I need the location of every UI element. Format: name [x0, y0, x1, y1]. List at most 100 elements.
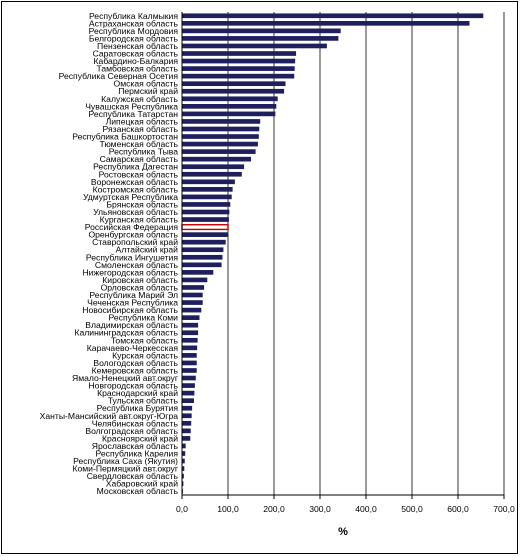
bar	[182, 194, 232, 200]
category-label: Волгоградская область	[85, 426, 178, 436]
category-label: Пермский край	[118, 86, 178, 96]
bar	[182, 428, 191, 434]
bar	[182, 66, 295, 71]
category-label: Кировская область	[102, 275, 178, 285]
x-ticks: 0,0 100,0 200,0 300,0 400,0 500,0 600,0 700,0	[176, 495, 515, 514]
bar	[182, 262, 222, 268]
category-label: Краснодарский край	[97, 388, 178, 398]
bar	[182, 383, 195, 388]
bar	[182, 149, 256, 154]
bar	[182, 187, 233, 192]
category-label: Самарская область	[100, 154, 179, 164]
bar	[182, 171, 242, 177]
bar	[182, 126, 260, 132]
bar	[182, 413, 192, 419]
category-label: Смоленская область	[95, 260, 179, 270]
bar	[182, 300, 203, 305]
bars	[181, 13, 484, 494]
category-label: Омская область	[114, 79, 179, 89]
bar	[182, 88, 285, 94]
bar	[182, 330, 199, 336]
bar	[182, 247, 224, 253]
bar	[182, 307, 202, 313]
category-label: Республика Коми	[109, 313, 179, 323]
category-label: Рязанская область	[103, 124, 179, 134]
category-label: Ростовская область	[99, 169, 179, 179]
bar	[182, 292, 203, 298]
bar	[182, 141, 258, 147]
category-label: Чувашская Республика	[85, 101, 178, 111]
category-label: Брянская область	[106, 199, 178, 209]
category-label: Томская область	[111, 335, 179, 345]
bar	[182, 285, 205, 290]
category-label: Новосибирская область	[82, 305, 178, 315]
category-label: Оренбургская область	[88, 230, 178, 240]
category-label: Белгородская область	[89, 33, 179, 43]
x-tick-label: 600,0	[447, 504, 469, 514]
category-label: Коми-Пермяцкий авт.округ	[72, 464, 178, 474]
x-tick-label: 500,0	[401, 504, 423, 514]
category-label: Свердловская область	[87, 471, 179, 481]
category-label: Республика Татарстан	[89, 109, 179, 119]
category-label: Пензенская область	[97, 41, 178, 51]
x-tick-label: 200,0	[263, 504, 285, 514]
bar	[182, 270, 214, 275]
bar	[182, 119, 261, 124]
category-label: Республика Калмыкия	[89, 11, 178, 21]
category-label: Нижегородская область	[82, 267, 178, 277]
bar	[182, 481, 184, 487]
category-label: Республика Башкортостан	[72, 132, 178, 142]
bar	[182, 81, 286, 87]
category-label: Республика Марий Эл	[89, 290, 178, 300]
category-label: Ставропольский край	[92, 237, 178, 247]
x-tick-label: 100,0	[217, 504, 239, 514]
bar	[182, 368, 197, 373]
x-axis-title: %	[338, 526, 348, 538]
category-label: Российская Федерация	[85, 222, 179, 232]
bar	[182, 353, 197, 358]
bar	[182, 375, 196, 381]
bar	[182, 202, 231, 207]
bar	[182, 277, 208, 283]
category-label: Тамбовская область	[96, 64, 178, 74]
category-label: Астраханская область	[89, 18, 179, 28]
category-label: Владимирская область	[85, 320, 178, 330]
bar	[182, 337, 198, 343]
category-label: Кабардино-Балкария	[94, 56, 179, 66]
bar	[182, 443, 186, 449]
category-label: Ямало-Ненецкий авт.округ	[72, 373, 178, 383]
bar	[182, 398, 194, 404]
bar	[182, 134, 259, 139]
bar	[182, 111, 276, 117]
bar	[182, 322, 199, 328]
bar	[182, 156, 251, 162]
x-tick-label: 300,0	[309, 504, 331, 514]
category-label: Челябинская область	[92, 418, 179, 428]
category-label: Республика Саха (Якутия)	[73, 456, 178, 466]
category-label: Удмуртская Республика	[83, 192, 178, 202]
category-label: Калининградская область	[75, 328, 179, 338]
bar	[182, 315, 200, 320]
bar	[182, 51, 297, 56]
category-label: Кемеровская область	[92, 365, 179, 375]
category-label: Республика Тыва	[109, 147, 178, 157]
bar	[182, 390, 195, 396]
category-label: Калужская область	[101, 94, 178, 104]
bar	[182, 217, 229, 222]
category-label: Алтайский край	[116, 245, 179, 255]
x-tick-label: 700,0	[493, 504, 515, 514]
x-tick-label: 0,0	[176, 504, 188, 514]
bar	[182, 13, 484, 19]
category-label: Республика Карелия	[96, 448, 179, 458]
category-label: Орловская область	[101, 282, 179, 292]
bar	[182, 96, 278, 102]
bar	[182, 36, 339, 41]
category-label: Ульяновская область	[93, 207, 178, 217]
bar	[182, 239, 226, 245]
bar	[182, 405, 193, 411]
category-label: Хабаровский край	[106, 479, 178, 489]
bar	[182, 164, 245, 170]
category-label: Тюменская область	[99, 139, 178, 149]
